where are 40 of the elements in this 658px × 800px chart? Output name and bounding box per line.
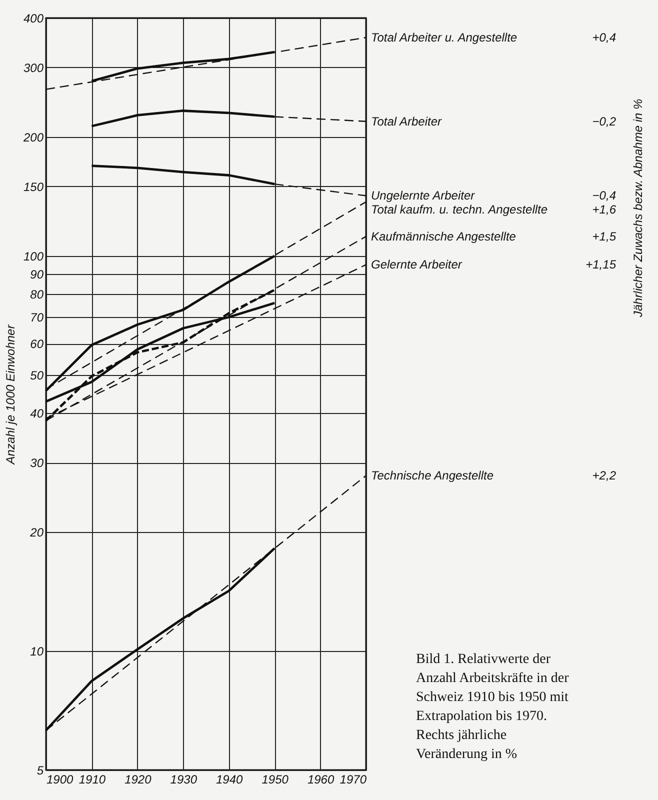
x-tick-label: 1920 [124,772,152,786]
y-tick-label: 70 [30,310,44,325]
series-label: Kaufmännische Angestellte [371,229,516,244]
y-tick-label: 80 [30,288,44,302]
y-tick-label: 5 [36,764,44,778]
y-tick-label: 90 [30,267,44,282]
y-tick-label: 400 [23,12,44,26]
text: −0,4 [592,188,616,203]
x-tick-label: 1970 [340,772,367,786]
series-label: Gelernte Arbeiter [371,258,463,272]
y-tick-label: 60 [30,337,44,352]
series-label: Technische Angestellte [371,468,494,483]
text: +2,2 [592,468,616,483]
y-tick-label: 20 [29,526,44,540]
x-tick-label: 1900 [46,772,74,786]
series-label: Total kaufm. u. techn. Angestellte [371,202,548,217]
x-tick-label: 1910 [78,772,106,786]
y-tick-label: 150 [23,180,44,194]
x-tick-label: 1940 [216,772,244,786]
y-tick-label: 40 [30,406,44,421]
y-tick-label: 100 [23,249,44,264]
series-label: Total Arbeiter [371,114,442,128]
series-label: Total Arbeiter u. Angestellte [371,30,518,45]
x-tick-label: 1960 [307,772,334,786]
text: +1,15 [586,258,616,272]
y-tick-label: 200 [22,130,44,144]
series-label: Ungelernte Arbeiter [371,188,476,203]
text: +1,6 [592,202,616,217]
y-axis-title: Anzahl je 1000 Einwohner [3,324,18,466]
y-tick-label: 10 [30,644,44,659]
text: +0,4 [592,30,616,45]
y-tick-label: 300 [23,60,44,75]
y-tick-label: 50 [30,368,44,382]
x-tick-label: 1950 [262,772,289,786]
text: Bild 1. Relativwerte der Anzahl Arbeitskräfte in der Schweiz 1910 bis 1950 mit Extrapolation bis 1970. Rechts jährliche Veränderung in % [416,652,570,762]
text: −0,2 [592,114,616,128]
text: +1,5 [592,229,616,244]
text: Jährlicher Zuwachs bezw. Abnahme in % [631,98,645,318]
y-tick-label: 30 [30,456,44,470]
x-tick-label: 1930 [170,772,198,786]
